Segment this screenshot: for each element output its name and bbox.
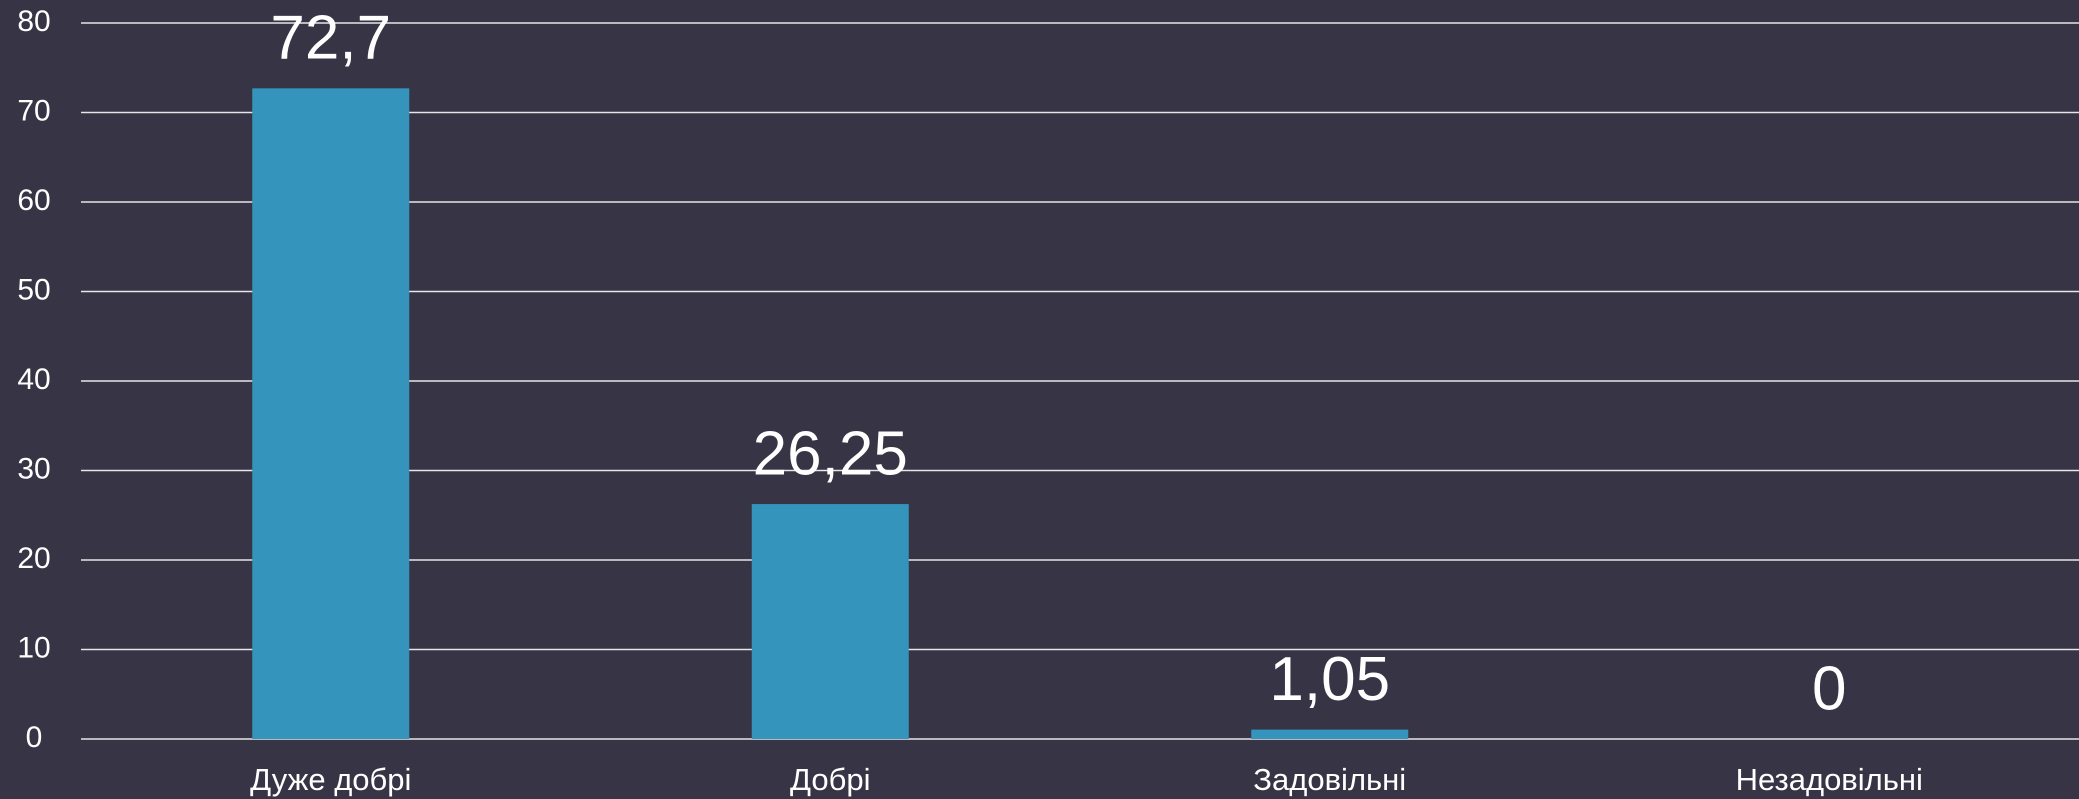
x-tick-label: Незадовільні	[1736, 762, 1923, 797]
y-tick-label: 60	[17, 184, 50, 217]
data-label: 72,7	[270, 4, 391, 73]
y-tick-label: 70	[17, 94, 50, 127]
bar	[252, 88, 410, 739]
y-tick-label: 80	[17, 5, 50, 38]
y-tick-label: 0	[26, 721, 43, 754]
y-tick-label: 30	[17, 452, 50, 485]
y-tick-label: 50	[17, 273, 50, 306]
data-label: 0	[1812, 654, 1846, 723]
bar	[1251, 729, 1409, 739]
x-tick-label: Дуже добрі	[250, 762, 411, 797]
bar	[751, 504, 909, 739]
data-label: 26,25	[753, 419, 908, 488]
y-tick-label: 10	[17, 631, 50, 664]
data-label: 1,05	[1269, 645, 1390, 714]
x-tick-label: Задовільні	[1253, 762, 1406, 797]
y-tick-label: 20	[17, 542, 50, 575]
x-tick-label: Добрі	[790, 762, 870, 797]
y-tick-label: 40	[17, 363, 50, 396]
